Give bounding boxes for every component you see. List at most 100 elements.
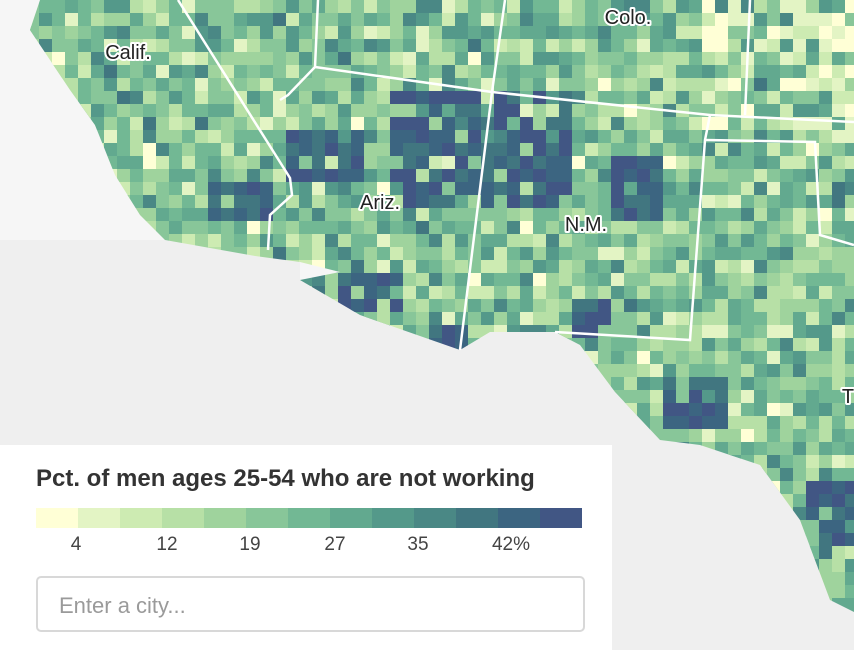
county xyxy=(403,39,416,52)
county xyxy=(364,156,377,169)
county xyxy=(702,416,715,429)
county xyxy=(793,182,806,195)
county xyxy=(715,26,728,39)
county xyxy=(650,182,663,195)
search-placeholder: Enter a city... xyxy=(59,593,186,618)
county xyxy=(260,169,273,182)
county xyxy=(494,221,507,234)
county xyxy=(286,208,299,221)
county xyxy=(468,312,481,325)
county xyxy=(819,533,832,546)
county xyxy=(403,221,416,234)
legend-label: 27 xyxy=(324,534,346,555)
county xyxy=(468,13,481,26)
county xyxy=(520,91,533,104)
county xyxy=(793,273,806,286)
county xyxy=(676,104,689,117)
county xyxy=(845,52,854,65)
city-search[interactable]: Enter a city... xyxy=(36,576,585,632)
county xyxy=(364,39,377,52)
county xyxy=(182,26,195,39)
county xyxy=(481,169,494,182)
county xyxy=(507,234,520,247)
county xyxy=(819,364,832,377)
county xyxy=(104,0,117,13)
county xyxy=(208,234,221,247)
county xyxy=(637,390,650,403)
county xyxy=(650,364,663,377)
county xyxy=(559,247,572,260)
county xyxy=(624,91,637,104)
county xyxy=(377,65,390,78)
county xyxy=(468,52,481,65)
county xyxy=(338,221,351,234)
county xyxy=(117,39,130,52)
county xyxy=(481,260,494,273)
county xyxy=(702,260,715,273)
county xyxy=(637,26,650,39)
county xyxy=(403,0,416,13)
county xyxy=(598,234,611,247)
county xyxy=(663,325,676,338)
county xyxy=(546,312,559,325)
county xyxy=(234,104,247,117)
county xyxy=(780,455,793,468)
county xyxy=(143,195,156,208)
county xyxy=(416,104,429,117)
county xyxy=(299,143,312,156)
county xyxy=(663,364,676,377)
county xyxy=(572,247,585,260)
county xyxy=(91,52,104,65)
county xyxy=(611,377,624,390)
county xyxy=(429,156,442,169)
legend-swatch xyxy=(540,508,582,528)
county xyxy=(793,0,806,13)
county xyxy=(377,195,390,208)
county xyxy=(481,208,494,221)
county xyxy=(650,130,663,143)
county xyxy=(195,52,208,65)
county xyxy=(585,325,598,338)
county xyxy=(494,299,507,312)
county xyxy=(819,494,832,507)
county xyxy=(390,247,403,260)
county xyxy=(338,117,351,130)
county xyxy=(455,130,468,143)
county xyxy=(676,0,689,13)
county xyxy=(78,39,91,52)
county xyxy=(572,260,585,273)
county xyxy=(806,286,819,299)
county xyxy=(780,195,793,208)
county xyxy=(208,182,221,195)
county xyxy=(754,143,767,156)
county xyxy=(325,39,338,52)
county xyxy=(780,403,793,416)
county xyxy=(754,403,767,416)
county xyxy=(832,312,845,325)
county xyxy=(702,13,715,26)
county xyxy=(169,130,182,143)
county xyxy=(637,286,650,299)
county xyxy=(715,0,728,13)
county xyxy=(676,195,689,208)
county xyxy=(806,351,819,364)
county xyxy=(611,338,624,351)
county xyxy=(611,221,624,234)
county xyxy=(780,299,793,312)
county xyxy=(91,104,104,117)
county xyxy=(182,195,195,208)
county xyxy=(611,13,624,26)
county xyxy=(689,130,702,143)
county xyxy=(845,234,854,247)
county xyxy=(455,273,468,286)
county xyxy=(273,247,286,260)
county xyxy=(273,52,286,65)
county xyxy=(845,585,854,598)
county xyxy=(832,351,845,364)
county xyxy=(104,143,117,156)
county xyxy=(741,156,754,169)
county xyxy=(754,104,767,117)
county xyxy=(273,143,286,156)
county xyxy=(624,338,637,351)
county xyxy=(260,78,273,91)
